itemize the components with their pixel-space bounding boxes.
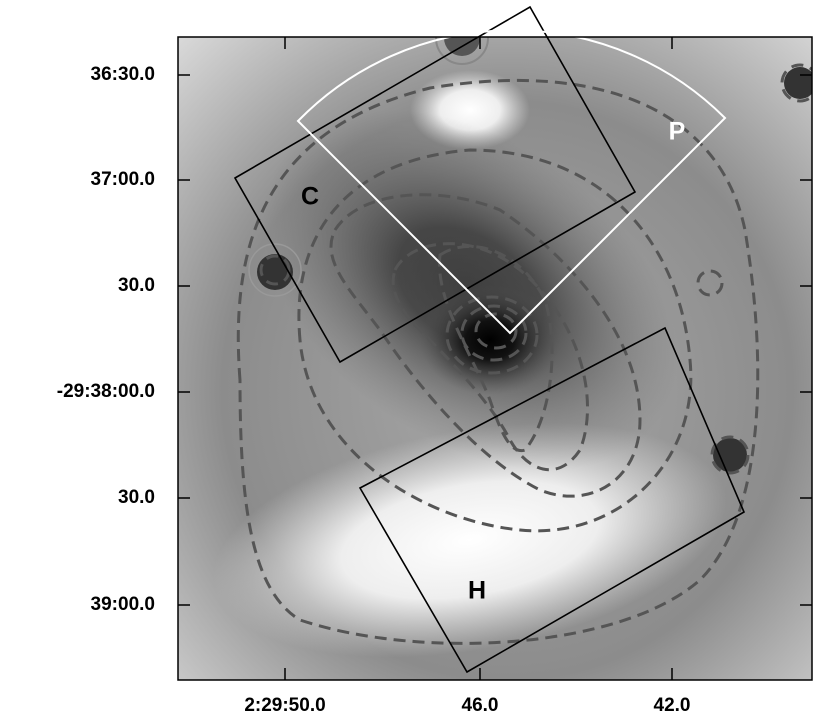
region-label: C (301, 183, 319, 211)
frame (177, 36, 813, 681)
region-p-sector (296, 29, 727, 335)
x-tick-label: 42.0 (654, 695, 691, 716)
y-tick-label: 30.0 (118, 487, 155, 508)
y-tick-label: 30.0 (118, 275, 155, 296)
y-tick-label: 37:00.0 (91, 169, 155, 190)
image (178, 37, 812, 680)
y-tick-label: -29:38:00.0 (57, 381, 155, 402)
axes: 2:29:50.0 46.0 42.0 36:30.0 37:00.0 30.0 -29:3… (57, 37, 812, 716)
x-tick-label: 46.0 (462, 695, 499, 716)
region-c-box (233, 5, 637, 364)
region-label: P (669, 118, 686, 146)
x-tick-label: 2:29:50.0 (244, 695, 325, 716)
region-label: H (468, 577, 486, 605)
y-tick-label: 39:00.0 (91, 594, 155, 615)
y-tick-label: 36:30.0 (91, 64, 155, 85)
regions (233, 5, 746, 674)
contours (236, 37, 812, 645)
region-h-box (358, 326, 746, 674)
